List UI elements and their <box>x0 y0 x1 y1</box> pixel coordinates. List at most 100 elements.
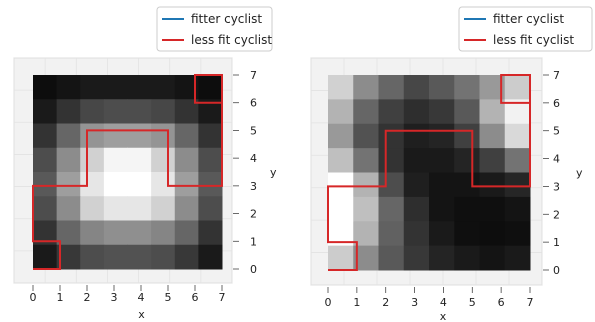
heatmap-cell <box>328 172 354 198</box>
heatmap-cell <box>33 147 58 173</box>
y-tick-label: 4 <box>553 153 560 166</box>
heatmap-cell <box>151 75 176 100</box>
x-tick-label: 0 <box>30 291 37 304</box>
heatmap-cell <box>56 75 81 100</box>
heatmap-cell <box>328 75 354 100</box>
y-tick-label: 1 <box>250 235 257 248</box>
heatmap-cell <box>454 99 480 125</box>
heatmap-cell <box>174 172 199 197</box>
heatmap-cell <box>151 220 176 246</box>
heatmap-cell <box>454 75 480 100</box>
y-axis-label: y <box>576 167 583 180</box>
x-tick-label: 5 <box>469 296 476 309</box>
legend-entry-label: fitter cyclist <box>493 12 564 26</box>
heatmap-cell <box>151 244 176 270</box>
heatmap-cell <box>504 245 531 271</box>
heatmap-cell <box>33 196 58 221</box>
heatmap-cell <box>80 123 105 149</box>
heatmap-cell <box>33 123 58 149</box>
heatmap-cell <box>198 147 223 173</box>
legend-box <box>156 6 273 52</box>
x-tick-label: 4 <box>440 296 447 309</box>
heatmap-cell <box>378 99 405 125</box>
heatmap-cell <box>479 148 506 173</box>
heatmap-cell <box>429 221 455 247</box>
heatmap-cell <box>378 196 405 222</box>
heatmap-cell <box>429 75 455 100</box>
heatmap-cell <box>198 220 223 246</box>
heatmap-cell <box>103 244 128 270</box>
heatmap-cell <box>429 99 455 125</box>
heatmap-cell <box>429 172 455 198</box>
heatmap-cell <box>328 148 354 173</box>
heatmap-cell <box>198 244 223 270</box>
heatmap-cell <box>454 148 480 173</box>
heatmap-cell <box>127 123 152 149</box>
heatmap-cell <box>103 123 128 149</box>
heatmap-cell <box>403 221 430 247</box>
heatmap-cell <box>33 75 58 100</box>
less-fit-cyclist-path <box>32 74 223 270</box>
heatmap-cell <box>103 196 128 221</box>
heatmap-cell <box>80 196 105 221</box>
heatmap-cell <box>403 196 430 222</box>
x-tick-label: 1 <box>57 291 64 304</box>
heatmap-cell <box>80 172 105 197</box>
y-tick-label: 6 <box>250 97 257 110</box>
legend-box <box>458 6 593 52</box>
heatmap-cell <box>127 75 152 100</box>
subplot-1: 0 1 2 3 4 5 6 7 x 0 1 2 3 4 5 6 7 y fitter cyclist less fit… <box>13 6 277 321</box>
heatmap-cell <box>174 147 199 173</box>
heatmap-cell <box>454 123 480 149</box>
heatmap-cell <box>151 123 176 149</box>
heatmap-cell <box>378 172 405 198</box>
y-tick-label: 1 <box>553 236 560 249</box>
heatmap-cell <box>56 172 81 197</box>
heatmap-cell <box>174 220 199 246</box>
legend-entry-label: fitter cyclist <box>191 12 262 26</box>
heatmap-cell <box>103 147 128 173</box>
heatmap-cell <box>103 220 128 246</box>
heatmap-cell <box>127 220 152 246</box>
x-tick-label: 2 <box>382 296 389 309</box>
heatmap-cell <box>353 99 379 125</box>
heatmap-cell <box>353 123 379 149</box>
y-tick-label: 5 <box>553 125 560 138</box>
y-tick-label: 5 <box>250 124 257 137</box>
heatmap-cell <box>80 75 105 100</box>
heatmap-cell <box>378 123 405 149</box>
heatmap-cell <box>504 196 531 222</box>
heatmap-cell <box>328 245 354 271</box>
heatmap-cell <box>80 244 105 270</box>
heatmap-cell <box>151 147 176 173</box>
less-fit-cyclist-path <box>327 74 531 271</box>
heatmap-cell <box>198 75 223 100</box>
x-axis-label: x <box>138 308 145 321</box>
heatmap-cell <box>127 244 152 270</box>
heatmap-cell <box>33 172 58 197</box>
x-tick-label: 5 <box>165 291 172 304</box>
heatmap-cell <box>454 245 480 271</box>
x-tick-label: 0 <box>325 296 332 309</box>
heatmap-cell <box>198 172 223 197</box>
x-tick-label: 1 <box>353 296 360 309</box>
heatmap-cell <box>151 172 176 197</box>
legend: fitter cyclist less fit cyclist <box>458 6 593 52</box>
y-axis-label: y <box>270 166 277 179</box>
heatmap-cell <box>80 220 105 246</box>
heatmap-cell <box>479 172 506 198</box>
heatmap-cell <box>378 245 405 271</box>
x-tick-label: 4 <box>138 291 145 304</box>
heatmap-cell <box>33 244 58 270</box>
legend-entry-label: less fit cyclist <box>191 33 272 47</box>
heatmap-cell <box>328 196 354 222</box>
heatmap-cell <box>479 221 506 247</box>
heatmap-cell <box>454 172 480 198</box>
heatmap-cell <box>198 196 223 221</box>
heatmap-cell <box>378 75 405 100</box>
heatmap-cell <box>378 148 405 173</box>
heatmap-cell <box>353 148 379 173</box>
heatmap-cell <box>479 123 506 149</box>
x-tick-label: 3 <box>111 291 118 304</box>
